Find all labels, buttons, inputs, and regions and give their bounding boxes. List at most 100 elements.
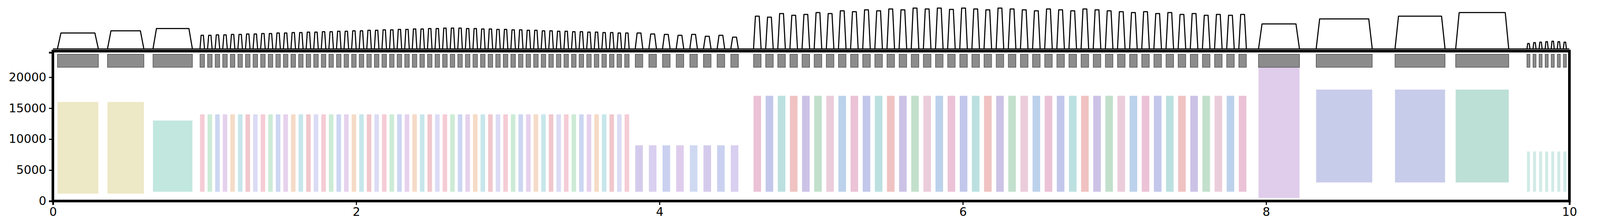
- segment-bar: [1214, 54, 1222, 68]
- segment-bar: [984, 54, 992, 68]
- segment-bar: [571, 54, 577, 68]
- segment-bar: [541, 54, 546, 68]
- syllable: [586, 114, 591, 192]
- segment-bar: [404, 54, 410, 68]
- syllable: [1190, 95, 1198, 192]
- segment-bar: [381, 54, 387, 68]
- syllable: [1153, 95, 1162, 192]
- envelope-hump: [1316, 18, 1373, 49]
- segment-bar: [434, 54, 440, 68]
- syllable: [1141, 95, 1149, 192]
- segment-bar: [594, 54, 599, 68]
- tick-label: 0: [38, 194, 47, 208]
- syllable: [480, 114, 486, 192]
- envelope-hump: [777, 13, 786, 49]
- envelope-hump: [1141, 11, 1149, 49]
- segment-bar: [1533, 54, 1537, 68]
- syllable: [1527, 151, 1531, 192]
- tick: 15000: [8, 101, 53, 115]
- segment-bar: [488, 54, 493, 68]
- envelope-hump: [609, 32, 614, 49]
- segment-bar: [862, 54, 871, 68]
- envelope-hump: [1258, 24, 1300, 49]
- tick-label: 6: [959, 204, 967, 219]
- syllable: [526, 114, 531, 192]
- segment-bar: [503, 54, 508, 68]
- tick-mark: [48, 76, 53, 79]
- syllable: [838, 95, 846, 192]
- envelope-hump: [465, 28, 470, 49]
- syllable: [434, 114, 440, 192]
- syllable: [533, 114, 538, 192]
- envelope-hump: [245, 34, 250, 49]
- segment-bar: [801, 54, 810, 68]
- syllable: [730, 145, 739, 192]
- envelope-hump: [457, 27, 462, 49]
- envelope-hump: [343, 31, 349, 49]
- envelope-hump: [450, 27, 455, 49]
- envelope-hump: [862, 10, 871, 49]
- tick-label: 15000: [8, 101, 47, 115]
- tick: 20000: [8, 70, 53, 84]
- syllable: [291, 114, 296, 192]
- segment-bar: [703, 54, 712, 68]
- segment-bar: [1020, 54, 1028, 68]
- envelope-hump: [959, 7, 968, 49]
- envelope-hump: [984, 10, 992, 49]
- syllable: [1105, 95, 1113, 192]
- chart-container: 024681005000100001500020000: [0, 0, 1600, 222]
- syllable: [689, 145, 698, 192]
- segment-bar: [1258, 54, 1300, 68]
- syllable: [152, 120, 193, 192]
- envelope-hump: [321, 31, 326, 49]
- syllable: [305, 114, 311, 192]
- envelope-hump: [412, 28, 417, 49]
- syllable: [427, 114, 432, 192]
- envelope-hump: [1166, 12, 1174, 49]
- segment-bar: [366, 54, 372, 68]
- segment-bar: [1316, 54, 1373, 68]
- envelope-hump: [571, 31, 577, 49]
- tick: 2: [352, 201, 361, 219]
- segment-bar: [291, 54, 296, 68]
- envelope-hump: [703, 36, 712, 49]
- segment-bar: [222, 54, 228, 68]
- envelope-hump: [601, 32, 607, 49]
- syllable: [959, 95, 968, 192]
- envelope-hump: [563, 31, 569, 49]
- segment-bar: [563, 54, 569, 68]
- envelope-hump: [1093, 10, 1101, 49]
- syllable: [374, 114, 379, 192]
- envelope-hump: [1557, 41, 1561, 49]
- syllable: [1032, 95, 1041, 192]
- segment-bar: [1395, 54, 1446, 68]
- segment-bar: [911, 54, 919, 68]
- tick-label: 8: [1262, 204, 1271, 219]
- x-axis: 0246810: [49, 201, 1578, 219]
- syllable: [850, 95, 858, 192]
- syllable: [107, 101, 144, 194]
- tick-mark: [48, 107, 53, 110]
- syllable: [717, 145, 725, 192]
- segment-bar: [1153, 54, 1162, 68]
- segment-bar: [777, 54, 786, 68]
- syllable: [579, 114, 584, 192]
- segment-bar: [826, 54, 834, 68]
- envelope-hump: [996, 7, 1004, 49]
- segment-bar: [996, 54, 1004, 68]
- segment-bar: [1068, 54, 1077, 68]
- syllable: [237, 114, 243, 192]
- segment-bar: [579, 54, 584, 68]
- segment-bar: [1455, 54, 1509, 68]
- syllable: [1539, 151, 1543, 192]
- segment-bar: [662, 54, 670, 68]
- syllable: [635, 145, 643, 192]
- syllable: [510, 114, 516, 192]
- tick-label: 20000: [8, 70, 47, 84]
- syllable: [571, 114, 577, 192]
- segment-bar: [1557, 54, 1561, 68]
- segment-bar: [548, 54, 554, 68]
- envelope-hump: [488, 28, 493, 49]
- syllable: [442, 114, 448, 192]
- syllable: [359, 114, 364, 192]
